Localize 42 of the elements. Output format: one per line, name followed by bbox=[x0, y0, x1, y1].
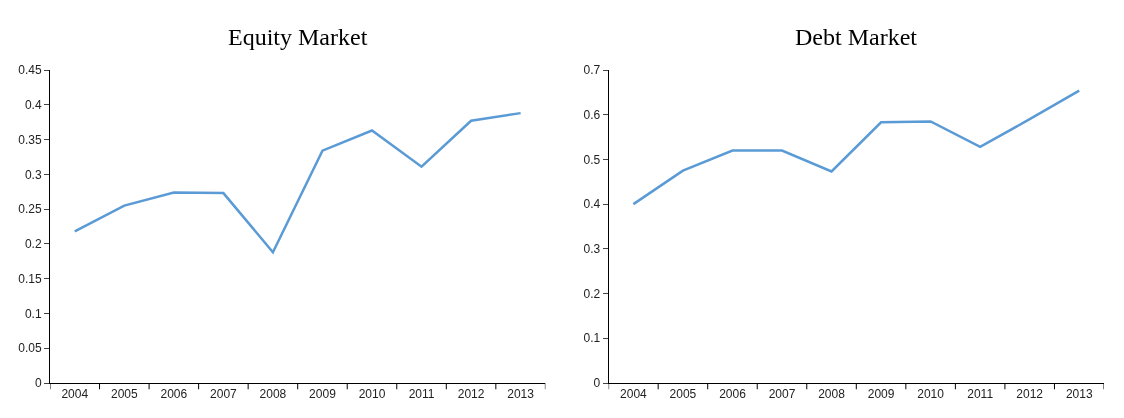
y-tick-label: 0.25 bbox=[18, 202, 42, 217]
y-tick-label: 0.15 bbox=[18, 271, 42, 286]
line-series bbox=[73, 111, 522, 254]
y-tick-label: 0.7 bbox=[583, 63, 601, 78]
y-tick-label: 0.5 bbox=[583, 152, 601, 167]
y-tick-label: 0.2 bbox=[24, 237, 42, 252]
line-series bbox=[632, 89, 1081, 206]
x-tick-label: 2006 bbox=[719, 387, 747, 402]
x-tick-label: 2010 bbox=[917, 387, 945, 402]
y-tick-label: 0.2 bbox=[583, 286, 601, 301]
chart-title: Debt Market bbox=[795, 24, 918, 50]
x-tick-label: 2009 bbox=[867, 387, 895, 402]
x-tick-label: 2012 bbox=[457, 387, 485, 402]
x-tick-label: 2011 bbox=[967, 387, 994, 402]
x-tick-label: 2007 bbox=[210, 387, 238, 402]
y-tick-label: 0.05 bbox=[18, 341, 42, 356]
x-tick-label: 2004 bbox=[620, 387, 648, 402]
x-tick-label: 2011 bbox=[408, 387, 435, 402]
chart-title: Equity Market bbox=[228, 24, 368, 50]
y-tick-label: 0.1 bbox=[24, 306, 42, 321]
x-tick-label: 2012 bbox=[1016, 387, 1044, 402]
y-tick-label: 0.35 bbox=[18, 132, 42, 147]
x-tick-label: 2004 bbox=[61, 387, 89, 402]
x-tick-label: 2005 bbox=[110, 387, 138, 402]
y-tick-label: 0 bbox=[34, 376, 42, 391]
y-tick-label: 0.6 bbox=[583, 107, 601, 122]
y-tick-label: 0.4 bbox=[24, 97, 42, 112]
y-tick-label: 0.3 bbox=[583, 242, 601, 257]
y-tick-label: 0 bbox=[593, 376, 601, 391]
x-tick-label: 2007 bbox=[768, 387, 796, 402]
y-tick-label: 0.45 bbox=[18, 63, 42, 78]
x-tick-label: 2013 bbox=[507, 387, 535, 402]
y-tick-label: 0.3 bbox=[24, 167, 42, 182]
x-tick-label: 2006 bbox=[160, 387, 188, 402]
y-tick-label: 0.1 bbox=[583, 331, 601, 346]
x-tick-label: 2010 bbox=[358, 387, 386, 402]
x-tick-label: 2009 bbox=[309, 387, 337, 402]
y-tick-label: 0.4 bbox=[583, 197, 601, 212]
x-tick-label: 2005 bbox=[669, 387, 697, 402]
x-tick-label: 2013 bbox=[1065, 387, 1093, 402]
x-tick-label: 2008 bbox=[259, 387, 287, 402]
x-tick-label: 2008 bbox=[818, 387, 846, 402]
